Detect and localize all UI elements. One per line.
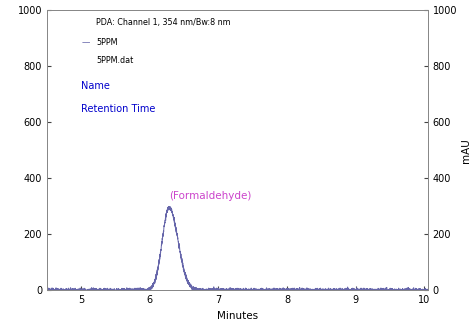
Y-axis label: mAU: mAU [461,138,470,163]
X-axis label: Minutes: Minutes [217,311,258,321]
Text: (Formaldehyde): (Formaldehyde) [169,191,251,201]
Text: 5PPM.dat: 5PPM.dat [96,56,134,65]
Text: Retention Time: Retention Time [81,104,156,114]
Text: 5PPM: 5PPM [96,38,118,47]
Text: —: — [81,38,90,47]
Text: PDA: Channel 1, 354 nm/Bw:8 nm: PDA: Channel 1, 354 nm/Bw:8 nm [96,18,231,27]
Text: Name: Name [81,82,110,91]
